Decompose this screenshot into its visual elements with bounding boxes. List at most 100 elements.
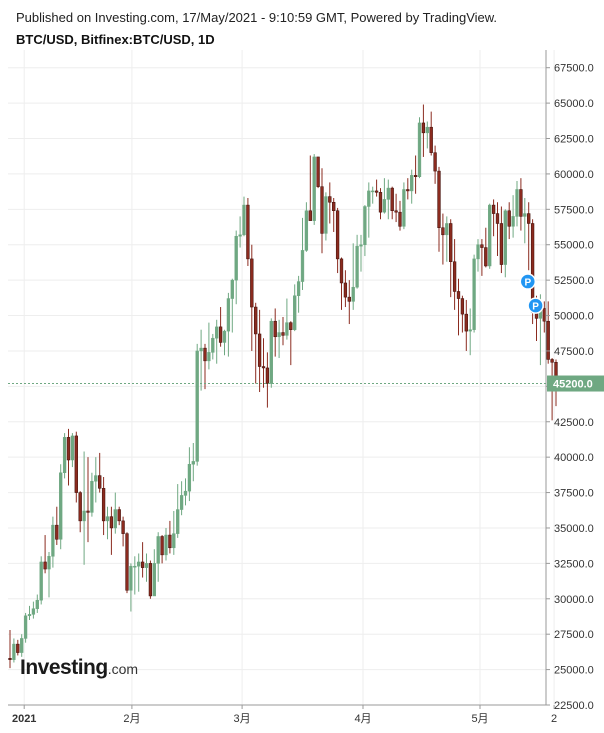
candle-down [347,296,351,302]
candle-up [59,472,63,540]
candle-up [156,536,160,564]
candle-up [488,204,492,267]
candle-down [160,536,164,556]
candle-down [117,509,121,522]
candle-up [31,608,36,615]
candle-up [511,216,515,227]
y-tick-label: 50000.0 [554,311,594,323]
candle-up [152,563,156,597]
candle-down [484,247,488,267]
candle-up [359,244,363,247]
candle-up [300,250,305,282]
candle-down [335,210,340,260]
candle-down [449,223,453,262]
candle-down [495,213,500,224]
candle-down [398,211,402,227]
candle-down [257,333,262,367]
y-tick-label: 60000.0 [554,169,594,181]
candle-down [441,227,445,236]
candle-down [66,437,71,461]
x-tick-label: 2月 [123,713,140,725]
candle-up [215,326,219,339]
candle-up [20,638,24,653]
candle-down [507,210,511,227]
candle-up [410,175,414,192]
candle-up [39,561,43,601]
candle-down [429,126,433,153]
candle-down [168,534,172,549]
candle-up [269,320,273,384]
candle-down [550,359,554,363]
candle-down [499,223,504,265]
y-tick-label: 67500.0 [554,63,594,75]
y-tick-label: 22500.0 [554,700,594,712]
candle-up [351,286,355,302]
candle-up [242,204,246,236]
candle-down [109,516,114,529]
candle-up [27,614,32,617]
grid [8,50,555,706]
candle-up [176,509,180,534]
candle-up [47,556,51,570]
x-tick-label: 2 [551,713,557,725]
candle-down [421,122,426,134]
candle-up [183,490,188,496]
candle-up [386,187,390,200]
candle-down [456,291,461,299]
candle-up [179,495,184,510]
candle-down [74,435,78,493]
candle-up [164,534,168,556]
candle-up [472,258,476,330]
candle-up [234,235,238,281]
y-tick-label: 30000.0 [554,594,594,606]
candle-up [296,281,301,296]
candle-up [468,329,472,332]
candle-down [433,152,437,172]
candle-up [129,565,133,591]
candle-down [542,308,546,322]
candle-up [51,524,55,557]
candle-up [23,615,28,639]
candle-down [281,332,285,336]
candle-up [425,126,429,134]
x-tick-label: 2021 [12,713,36,725]
candle-down [413,175,418,178]
candle-down [55,524,59,540]
candle-down [546,320,550,360]
candle-down [437,170,441,228]
candle-down [406,189,410,192]
candle-down [250,258,254,308]
candle-down [86,510,90,513]
y-tick-label: 57500.0 [554,204,594,216]
candle-up [133,565,137,568]
candle-up [277,332,281,338]
x-tick-label: 3月 [234,713,251,725]
candle-up [503,210,507,265]
candle-down [390,187,394,211]
candle-up [82,510,86,522]
y-tick-label: 62500.0 [554,134,594,146]
candle-up [402,189,406,227]
candle-up [144,563,149,568]
candle-up [90,480,94,513]
p-marker-icon [519,273,537,290]
candle-down [246,204,250,260]
candle-up [230,279,234,299]
candle-up [324,196,328,234]
y-tick-label: 35000.0 [554,523,594,535]
candle-down [480,244,484,248]
candle-up [226,298,231,332]
candle-down [254,306,258,335]
candle-up [371,190,375,193]
candle-up [94,475,98,482]
candle-up [445,223,449,236]
published-info: Published on Investing.com, 17/May/2021 … [16,10,498,25]
candle-down [265,367,270,384]
candle-down [218,326,223,343]
candle-up [312,156,316,221]
investing-logo: Investing.com [20,656,139,679]
candle-down [125,533,129,591]
candle-up [172,533,176,549]
candle-up [304,210,309,251]
